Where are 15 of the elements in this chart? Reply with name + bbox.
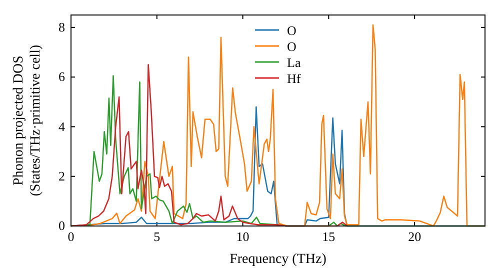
y-tick-label: 8 xyxy=(58,20,65,35)
legend-label: O xyxy=(287,39,296,54)
x-tick-label: 5 xyxy=(154,229,160,244)
x-tick-label: 10 xyxy=(236,229,250,244)
y-tick-label: 0 xyxy=(58,218,65,234)
x-axis-title: Frequency (THz) xyxy=(230,252,327,267)
y-tick-label: 2 xyxy=(58,168,65,184)
x-tick-label: 15 xyxy=(322,229,336,244)
legend-label: O xyxy=(287,23,296,38)
y-tick-label: 4 xyxy=(58,118,66,134)
y-axis-title: Phonon projected DOS (States/THz·primitive cell) xyxy=(12,44,44,196)
legend-label: Hf xyxy=(287,71,302,86)
legend-label: La xyxy=(287,55,301,70)
y-tick-label: 6 xyxy=(58,69,66,84)
x-tick-label: 20 xyxy=(408,229,422,244)
